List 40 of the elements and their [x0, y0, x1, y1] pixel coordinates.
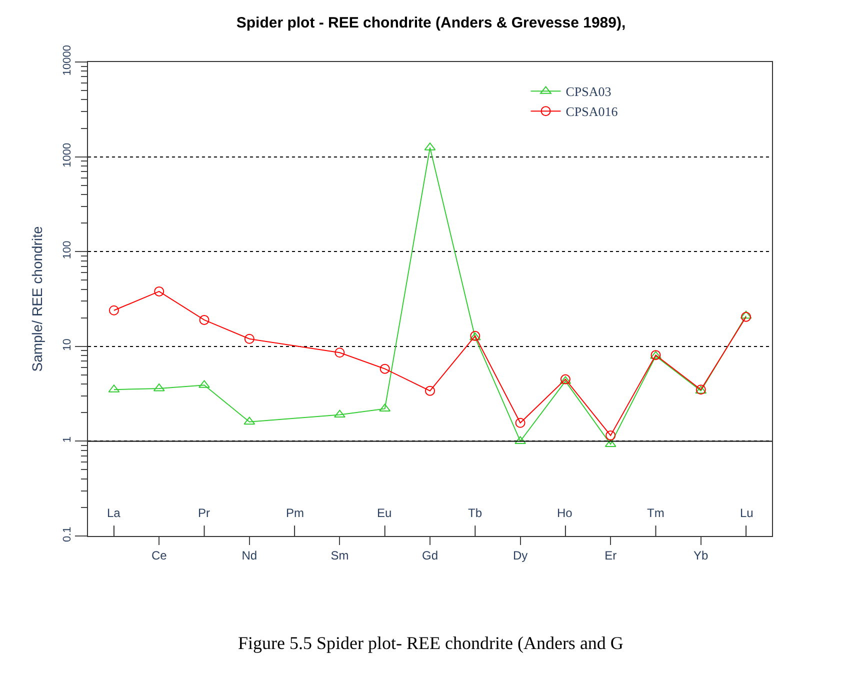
x-tick-label: Ho: [557, 506, 573, 520]
point: [606, 430, 616, 440]
x-tick-label: Er: [604, 548, 617, 562]
point: [334, 348, 345, 358]
point: [153, 383, 165, 392]
x-tick-label: Pm: [286, 506, 304, 520]
y-tick-label: 100: [62, 240, 74, 260]
x-tick-label: Pr: [198, 506, 210, 520]
legend-label: CPSA03: [566, 84, 612, 100]
x-tick-label: Yb: [694, 548, 709, 562]
x-tick-label: La: [107, 506, 121, 520]
point: [199, 314, 210, 325]
x-tick-label: Tb: [468, 506, 482, 520]
point: [740, 310, 752, 319]
point: [244, 416, 256, 425]
point: [380, 364, 390, 374]
y-tick-label: 10: [62, 338, 74, 351]
point: [515, 418, 526, 428]
point: [741, 312, 752, 322]
x-tick-label: Tm: [647, 506, 664, 520]
chart-title: Spider plot - REE chondrite (Anders & Grevesse 1989),: [236, 14, 626, 32]
point: [334, 410, 346, 418]
y-axis-title: Sample/ REE chondrite: [29, 226, 46, 372]
y-tick-label: 1000: [62, 142, 74, 168]
x-tick-label: Lu: [740, 506, 754, 520]
point: [154, 286, 164, 296]
y-tick-label: 1: [62, 436, 74, 443]
y-tick-label: 10000: [62, 45, 74, 76]
caption: Figure 5.5 Spider plot- REE chondrite (Anders and G: [238, 633, 624, 653]
x-tick-label: Sm: [330, 548, 349, 562]
x-tick-label: Nd: [242, 548, 258, 562]
point: [108, 305, 119, 316]
x-tick-label: Gd: [422, 548, 438, 562]
x-tick-label: Dy: [512, 548, 528, 562]
point: [425, 386, 435, 396]
x-tick-label: Ce: [151, 548, 168, 562]
y-tick-label: 0.1: [62, 526, 74, 542]
x-tick-label: Eu: [377, 506, 392, 520]
legend-label: CPSA016: [566, 104, 618, 120]
point: [244, 334, 254, 344]
